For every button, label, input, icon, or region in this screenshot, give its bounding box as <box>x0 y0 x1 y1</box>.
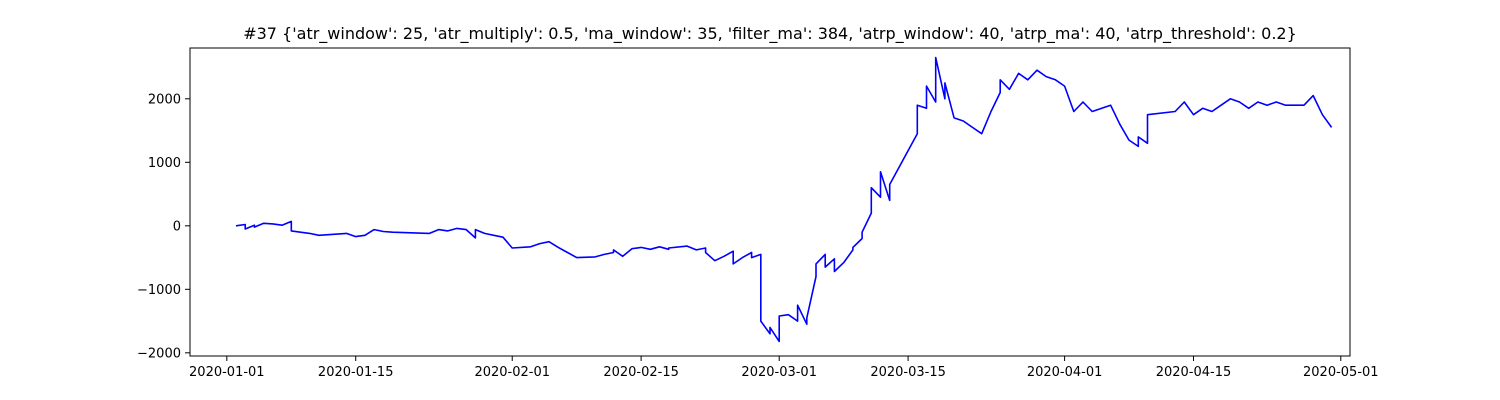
y-tick-label: 0 <box>173 219 181 234</box>
x-tick-label: 2020-01-15 <box>318 365 394 380</box>
plot-frame <box>189 47 1351 357</box>
x-tick-label: 2020-02-15 <box>603 365 679 380</box>
y-tick-label: −1000 <box>137 283 181 298</box>
x-tick-label: 2020-05-01 <box>1303 365 1379 380</box>
x-tick-label: 2020-04-15 <box>1156 365 1232 380</box>
x-tick-label: 2020-03-01 <box>741 365 817 380</box>
x-tick-label: 2020-04-01 <box>1027 365 1103 380</box>
x-tick-label: 2020-01-01 <box>189 365 265 380</box>
y-tick-label: 2000 <box>148 92 181 107</box>
x-tick-label: 2020-03-15 <box>870 365 946 380</box>
y-tick-label: −2000 <box>137 346 181 361</box>
chart-title: #37 {'atr_window': 25, 'atr_multiply': 0… <box>243 24 1297 44</box>
series-line <box>235 56 1333 343</box>
y-tick-label: 1000 <box>148 156 181 171</box>
series-layer <box>235 56 1333 343</box>
y-axis: −2000 −1000 0 1000 2000 <box>137 92 190 361</box>
x-axis: 2020-01-01 2020-01-15 2020-02-01 2020-02-15… <box>189 356 1379 380</box>
x-tick-label: 2020-02-01 <box>474 365 550 380</box>
